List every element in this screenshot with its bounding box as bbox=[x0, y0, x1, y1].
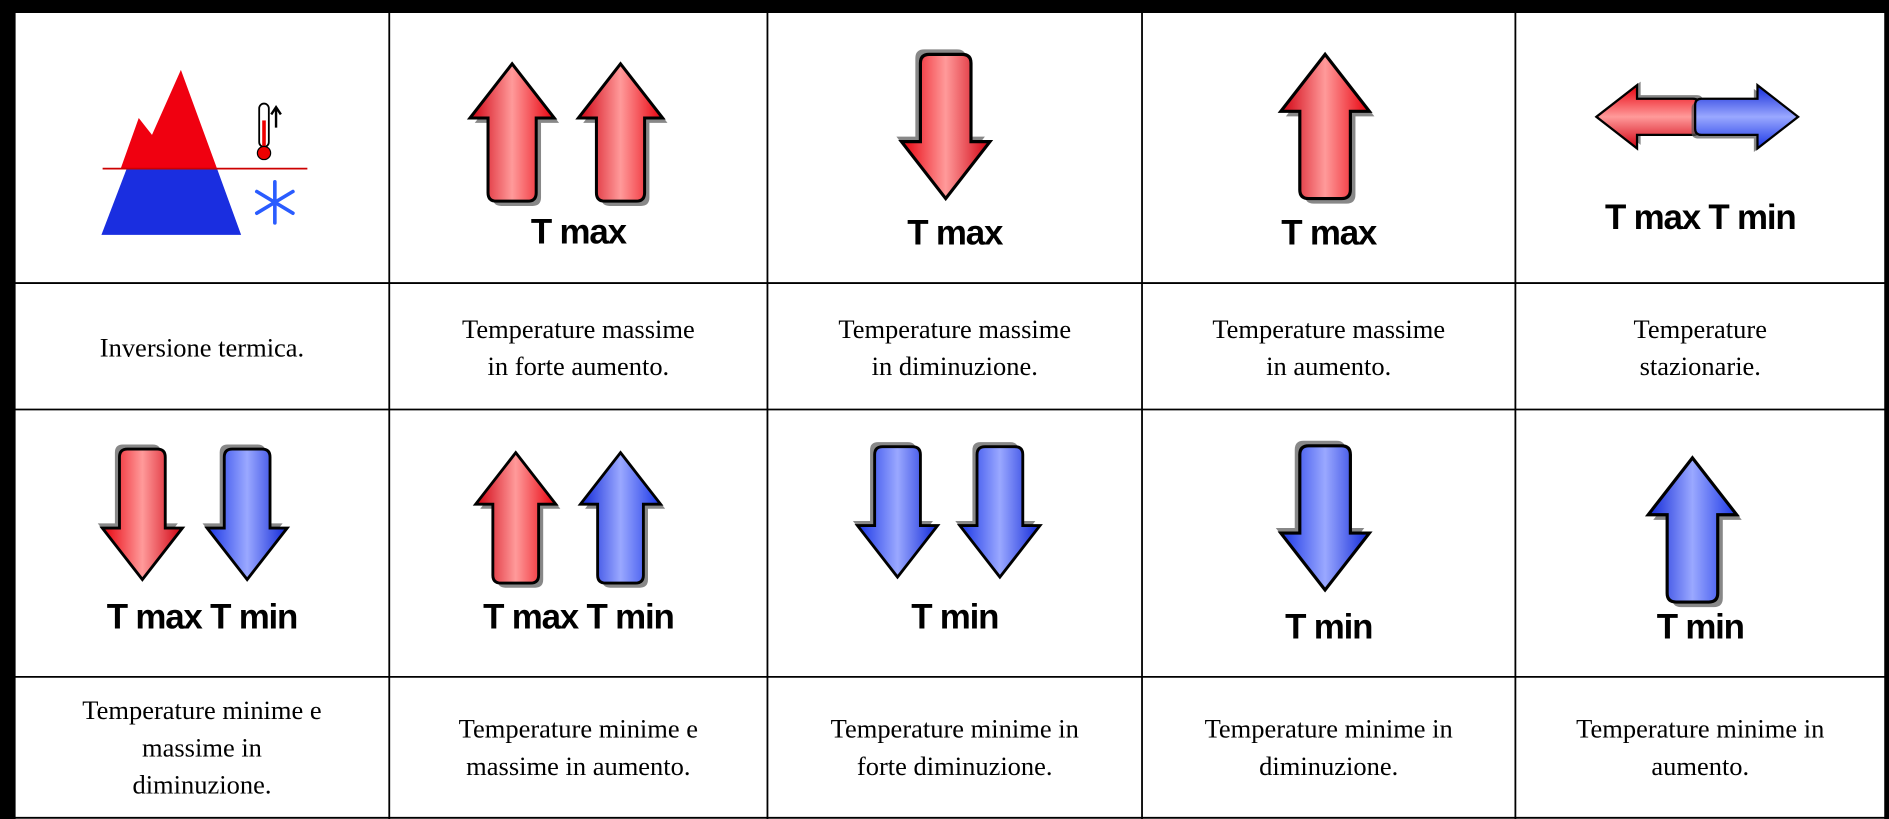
arrow-icon bbox=[97, 444, 186, 582]
arrow bbox=[1277, 444, 1373, 593]
arrow bbox=[1694, 82, 1800, 151]
arrow-icon bbox=[202, 444, 291, 582]
arrow-icon bbox=[1691, 82, 1800, 153]
arrow-icon bbox=[1275, 440, 1373, 593]
caption-line: in forte aumento. bbox=[488, 351, 670, 381]
table-grid bbox=[13, 11, 1887, 819]
arrow bbox=[472, 450, 559, 585]
caption-line: Temperature massime bbox=[838, 314, 1071, 344]
arrow bbox=[204, 447, 291, 582]
caption-line: diminuzione. bbox=[132, 770, 271, 800]
arrow-icon bbox=[466, 61, 560, 206]
arrow bbox=[1644, 455, 1740, 604]
caption-line: in diminuzione. bbox=[872, 351, 1038, 381]
arrow bbox=[956, 445, 1043, 580]
arrow bbox=[898, 52, 994, 202]
icon-label: T min bbox=[911, 598, 998, 637]
arrow bbox=[854, 445, 941, 580]
arrow bbox=[466, 61, 558, 203]
caption-line: aumento. bbox=[1651, 751, 1749, 781]
caption-line: Temperature minime in bbox=[831, 714, 1079, 744]
caption-line: in aumento. bbox=[1266, 351, 1391, 381]
icon-label: T min bbox=[1285, 607, 1372, 646]
arrow bbox=[575, 61, 666, 203]
arrow bbox=[577, 450, 664, 585]
arrow-icon bbox=[1644, 455, 1742, 608]
arrow-icon bbox=[1594, 81, 1703, 151]
caption-line: diminuzione. bbox=[1259, 751, 1398, 781]
arrow-icon bbox=[575, 61, 668, 206]
caption-line: forte diminuzione. bbox=[857, 751, 1053, 781]
caption-line: Temperature minime e bbox=[82, 695, 321, 725]
caption-line: Inversione termica. bbox=[100, 333, 304, 363]
caption-line: Temperature bbox=[1634, 314, 1767, 344]
arrow-icon bbox=[577, 450, 666, 588]
arrow-icon bbox=[472, 450, 561, 588]
inversion-icon bbox=[101, 69, 308, 235]
arrow bbox=[1277, 51, 1373, 201]
icon-label: T max T min bbox=[1605, 198, 1795, 237]
caption-line: massime in bbox=[142, 732, 262, 762]
icon-label: T max bbox=[531, 212, 628, 251]
caption-line: Temperature minime in bbox=[1576, 714, 1824, 744]
arrow-icon bbox=[852, 442, 941, 580]
icon-label: T max bbox=[1281, 213, 1378, 252]
icon-label: T max T min bbox=[483, 598, 673, 637]
caption-line: massime in aumento. bbox=[466, 751, 690, 781]
arrow-icon bbox=[955, 442, 1043, 580]
caption-line: Temperature minime in bbox=[1205, 714, 1453, 744]
icon-label: T max T min bbox=[107, 598, 297, 637]
caption-line: Temperature massime bbox=[1212, 314, 1445, 344]
arrow-icon bbox=[896, 49, 994, 202]
caption-line: Temperature minime e bbox=[459, 714, 698, 744]
caption-line: stazionarie. bbox=[1640, 351, 1761, 381]
icon-label: T max bbox=[907, 213, 1004, 252]
arrow bbox=[99, 447, 186, 582]
caption-line: Temperature massime bbox=[462, 314, 695, 344]
icon-label: T min bbox=[1657, 607, 1744, 646]
arrow-icon bbox=[1277, 51, 1375, 204]
